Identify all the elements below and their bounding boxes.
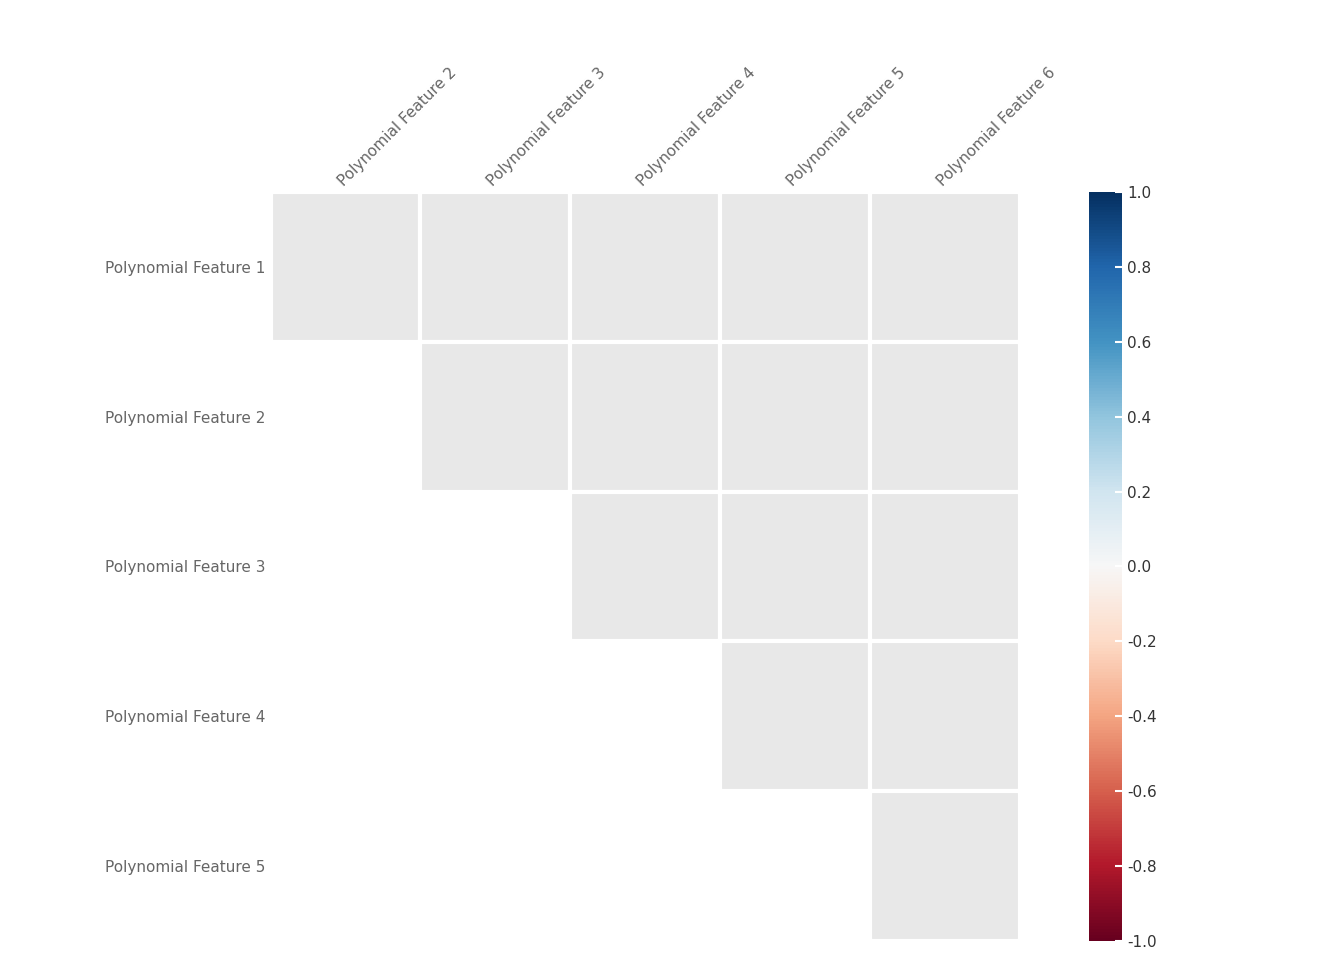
Bar	[570, 492, 720, 641]
Bar	[870, 192, 1020, 342]
Bar	[720, 192, 870, 342]
Bar	[720, 641, 870, 791]
Bar	[421, 342, 570, 492]
Bar	[870, 492, 1020, 641]
Bar	[870, 791, 1020, 941]
Bar	[720, 342, 870, 492]
Bar	[870, 342, 1020, 492]
Bar	[270, 192, 421, 342]
Bar	[421, 192, 570, 342]
Bar	[720, 492, 870, 641]
Bar	[570, 342, 720, 492]
Bar	[870, 641, 1020, 791]
Bar	[570, 192, 720, 342]
